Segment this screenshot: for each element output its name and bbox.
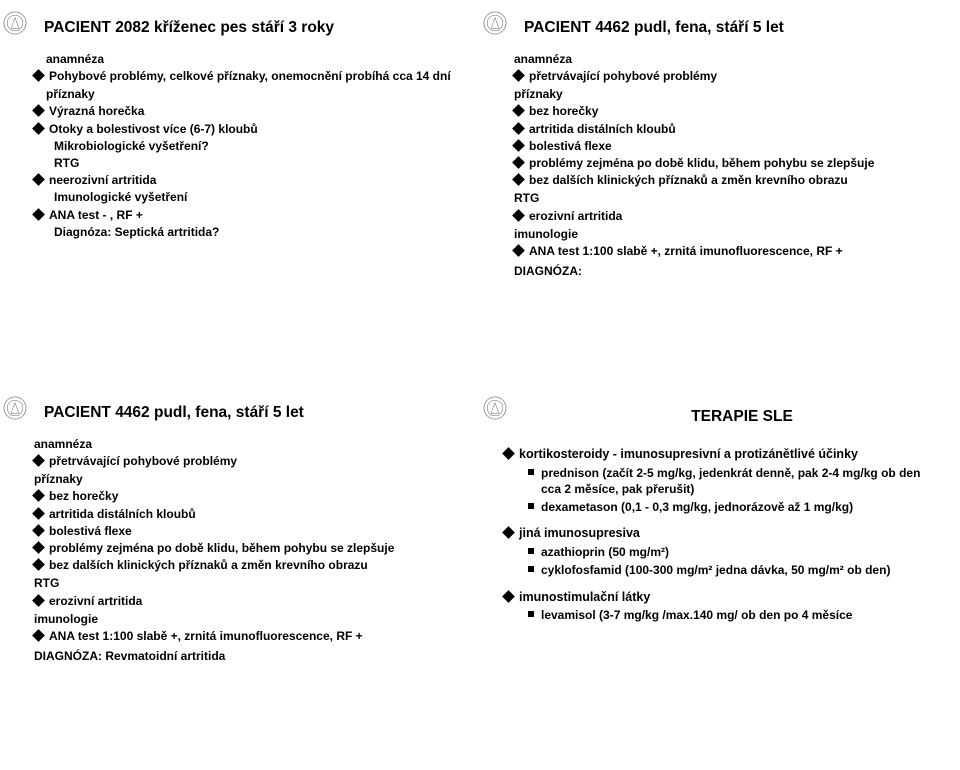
bullet-icon [32, 208, 45, 221]
square-icon [528, 503, 534, 509]
bullet-icon [512, 209, 525, 222]
bullet-icon [512, 139, 525, 152]
bullet-icon [32, 105, 45, 118]
bullet-icon [32, 173, 45, 186]
section-priznaky: příznaky [34, 471, 456, 487]
bullet-icon [512, 122, 525, 135]
bullet-icon [512, 156, 525, 169]
bullet-icon [32, 490, 45, 503]
rtg-label: RTG [34, 575, 456, 591]
square-icon [528, 469, 534, 475]
panel-title: PACIENT 2082 kříženec pes stáří 3 roky [44, 18, 334, 39]
diagnosis-line: DIAGNÓZA: Revmatoidní artritida [34, 648, 456, 664]
imun-label: imunologie [514, 226, 936, 242]
diagnosis-line: DIAGNÓZA: [514, 263, 936, 279]
rtg-label: RTG [54, 155, 456, 171]
symptom-item: problémy zejména po době klidu, během po… [529, 155, 936, 171]
panel-title: PACIENT 4462 pudl, fena, stáří 5 let [524, 18, 784, 39]
therapy-sub: cyklofosfamid (100-300 mg/m² jedna dávka… [541, 562, 890, 578]
anamneza-item: Pohybové problémy, celkové příznaky, one… [49, 68, 456, 84]
symptom-item: bez horečky [529, 103, 936, 119]
bullet-icon [512, 173, 525, 186]
therapy-item: jiná imunosupresiva [519, 525, 640, 542]
therapy-sub: azathioprin (50 mg/m²) [541, 544, 669, 560]
bullet-icon [32, 558, 45, 571]
seal-icon [2, 395, 28, 421]
imun-item: ANA test - , RF + [49, 207, 456, 223]
bullet-icon [32, 629, 45, 642]
symptom-item: bolestivá flexe [529, 138, 936, 154]
symptom-sub: Mikrobiologické vyšetření? [54, 138, 456, 154]
therapy-title: TERAPIE SLE [548, 407, 936, 428]
bullet-icon [502, 447, 515, 460]
therapy-item: imunostimulační látky [519, 589, 650, 606]
bullet-icon [32, 69, 45, 82]
therapy-sub: prednison (začít 2-5 mg/kg, jedenkrát de… [541, 465, 936, 497]
panel-therapy-sle: TERAPIE SLE kortikosteroidy - imunosupre… [480, 385, 960, 770]
rtg-item: erozivní artritida [529, 208, 936, 224]
anamneza-item: přetrvávající pohybové problémy [529, 68, 936, 84]
symptom-item: Otoky a bolestivost více (6-7) kloubů [49, 121, 456, 137]
bullet-icon [32, 507, 45, 520]
imun-item: ANA test 1:100 slabě +, zrnitá imunofluo… [529, 243, 936, 259]
imun-label: imunologie [34, 611, 456, 627]
bullet-icon [512, 69, 525, 82]
rtg-item: neerozivní artritida [49, 172, 456, 188]
bullet-icon [32, 594, 45, 607]
square-icon [528, 611, 534, 617]
therapy-sub: levamisol (3-7 mg/kg /max.140 mg/ ob den… [541, 607, 852, 623]
section-priznaky: příznaky [514, 86, 936, 102]
symptom-item: bolestivá flexe [49, 523, 456, 539]
bullet-icon [32, 122, 45, 135]
anamneza-item: přetrvávající pohybové problémy [49, 453, 456, 469]
seal-icon [2, 10, 28, 36]
symptom-item: problémy zejména po době klidu, během po… [49, 540, 456, 556]
imun-label: Imunologické vyšetření [54, 189, 456, 205]
symptom-item: bez dalších klinických příznaků a změn k… [529, 172, 936, 188]
panel-patient-4462-b: PACIENT 4462 pudl, fena, stáří 5 let ana… [0, 385, 480, 770]
section-anamneza: anamnéza [514, 51, 936, 67]
therapy-sub: dexametason (0,1 - 0,3 mg/kg, jednorázov… [541, 499, 853, 515]
symptom-item: artritida distálních kloubů [529, 121, 936, 137]
rtg-item: erozivní artritida [49, 593, 456, 609]
bullet-icon [502, 590, 515, 603]
panel-patient-2082: PACIENT 2082 kříženec pes stáří 3 roky a… [0, 0, 480, 385]
panel-title: PACIENT 4462 pudl, fena, stáří 5 let [44, 403, 304, 424]
symptom-item: bez dalších klinických příznaků a změn k… [49, 557, 456, 573]
seal-icon [482, 10, 508, 36]
bullet-icon [512, 244, 525, 257]
symptom-item: artritida distálních kloubů [49, 506, 456, 522]
bullet-icon [32, 541, 45, 554]
bullet-icon [32, 454, 45, 467]
square-icon [528, 548, 534, 554]
section-priznaky: příznaky [46, 86, 456, 102]
seal-icon [482, 395, 508, 421]
square-icon [528, 566, 534, 572]
section-anamneza: anamnéza [34, 436, 456, 452]
bullet-icon [512, 105, 525, 118]
symptom-item: Výrazná horečka [49, 103, 456, 119]
rtg-label: RTG [514, 190, 936, 206]
diagnosis-line: Diagnóza: Septická artritida? [54, 224, 456, 240]
imun-item: ANA test 1:100 slabě +, zrnitá imunofluo… [49, 628, 456, 644]
therapy-item: kortikosteroidy - imunosupresivní a prot… [519, 446, 858, 463]
bullet-icon [502, 526, 515, 539]
panel-patient-4462-a: PACIENT 4462 pudl, fena, stáří 5 let ana… [480, 0, 960, 385]
bullet-icon [32, 524, 45, 537]
section-anamneza: anamnéza [46, 51, 456, 67]
symptom-item: bez horečky [49, 488, 456, 504]
